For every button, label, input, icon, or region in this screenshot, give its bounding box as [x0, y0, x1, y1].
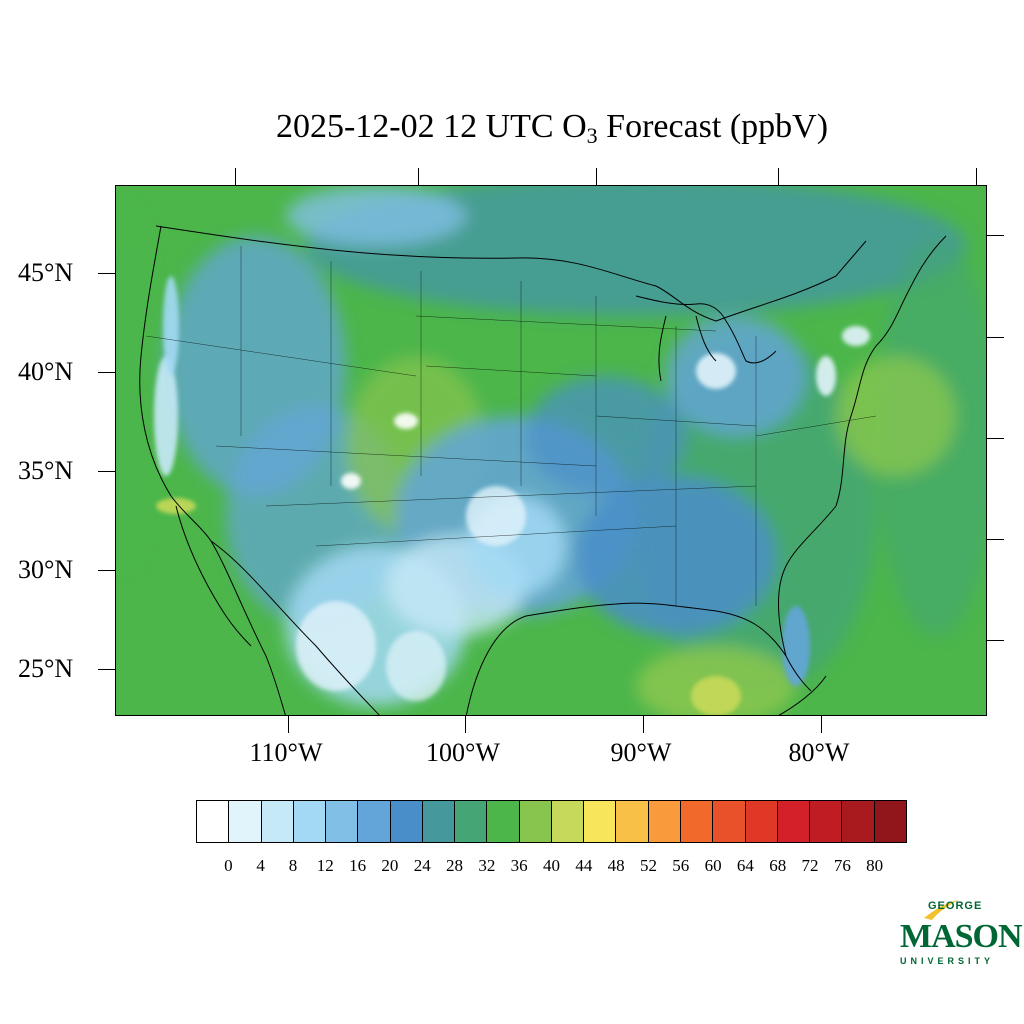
colorbar-label: 48	[607, 856, 625, 875]
top-tick	[778, 168, 779, 185]
lon-label-110w: 110°W	[249, 738, 323, 767]
colorbar-label: 72	[801, 856, 819, 875]
right-tick	[987, 235, 1004, 236]
top-tick	[976, 168, 977, 185]
fine-detail	[154, 276, 870, 715]
colorbar-swatch	[455, 801, 488, 842]
left-tick	[98, 273, 115, 274]
colorbar-label: 76	[833, 856, 851, 875]
colorbar-swatch	[680, 801, 714, 842]
logo-university: UNIVERSITY	[900, 956, 995, 966]
map-title: 2025-12-02 12 UTC O3 Forecast (ppbV)	[0, 108, 1024, 149]
colorbar-swatch	[487, 801, 520, 842]
ozone-forecast-map	[115, 185, 987, 716]
colorbar-swatch	[777, 801, 811, 842]
colorbar-swatch	[519, 801, 552, 842]
right-tick	[987, 438, 1004, 439]
left-tick	[98, 471, 115, 472]
colorbar-swatch	[616, 801, 649, 842]
colorbar-swatch	[551, 801, 585, 842]
title-prefix: 2025-12-02 12 UTC O	[275, 108, 587, 145]
bottom-tick	[821, 716, 822, 733]
colorbar-swatch	[326, 801, 359, 842]
lat-label-45: 45°N	[18, 258, 74, 287]
colorbar-label: 52	[639, 856, 657, 875]
colorbar-swatch	[713, 801, 746, 842]
gmu-logo: GEORGE MASON UNIVERSITY	[898, 900, 1023, 970]
colorbar-label: 68	[769, 856, 787, 875]
colorbar-swatch	[648, 801, 681, 842]
title-subscript: 3	[586, 123, 598, 148]
colorbar-label: 44	[575, 856, 593, 875]
colorbar-label: 60	[704, 856, 722, 875]
colorbar-swatch	[874, 801, 906, 842]
top-tick	[235, 168, 236, 185]
colorbar-label: 40	[543, 856, 560, 875]
colorbar-label: 56	[672, 856, 690, 875]
colorbar-swatch	[358, 801, 391, 842]
left-tick	[98, 570, 115, 571]
title-suffix: Forecast (ppbV)	[597, 108, 829, 145]
colorbar-swatch	[229, 801, 262, 842]
lon-label-90w: 90°W	[610, 738, 672, 767]
right-tick	[987, 539, 1004, 540]
colorbar-label: 12	[316, 856, 334, 875]
colorbar-swatch	[584, 801, 617, 842]
colorbar-label: 16	[349, 856, 367, 875]
colorbar-label: 24	[413, 856, 431, 875]
colorbar-swatch	[197, 801, 230, 842]
colorbar	[196, 800, 907, 843]
bottom-tick	[288, 716, 289, 733]
colorbar-label: 20	[381, 856, 399, 875]
lat-label-30: 30°N	[18, 555, 74, 584]
lon-label-80w: 80°W	[788, 738, 850, 767]
colorbar-label: 36	[510, 856, 528, 875]
logo-mason: MASON	[900, 918, 1023, 955]
colorbar-label: 28	[446, 856, 464, 875]
colorbar-swatch	[842, 801, 875, 842]
colorbar-label: 8	[288, 856, 298, 875]
right-tick	[987, 640, 1004, 641]
coastlines	[139, 225, 947, 715]
swoosh-icon	[924, 900, 958, 920]
bottom-tick	[465, 716, 466, 733]
colorbar-swatch	[293, 801, 327, 842]
lon-label-100w: 100°W	[426, 738, 500, 767]
colorbar-label: 32	[478, 856, 496, 875]
colorbar-label: 0	[224, 856, 233, 875]
top-tick	[418, 168, 419, 185]
top-tick	[596, 168, 597, 185]
lat-label-25: 25°N	[18, 654, 74, 683]
colorbar-swatch	[810, 801, 843, 842]
colorbar-swatch	[390, 801, 423, 842]
colorbar-label: 4	[256, 856, 265, 875]
left-tick	[98, 372, 115, 373]
logo-george: GEORGE	[928, 900, 983, 912]
colorbar-label: 64	[736, 856, 754, 875]
bottom-tick	[643, 716, 644, 733]
colorbar-swatch	[261, 801, 294, 842]
colorbar-swatch	[745, 801, 778, 842]
map-svg	[116, 186, 986, 715]
lat-label-35: 35°N	[18, 456, 74, 485]
right-tick	[987, 337, 1004, 338]
colorbar-label: 80	[866, 856, 884, 875]
colorbar-swatch	[422, 801, 456, 842]
lat-label-40: 40°N	[18, 357, 74, 386]
left-tick	[98, 669, 115, 670]
state-boundaries	[145, 246, 877, 606]
